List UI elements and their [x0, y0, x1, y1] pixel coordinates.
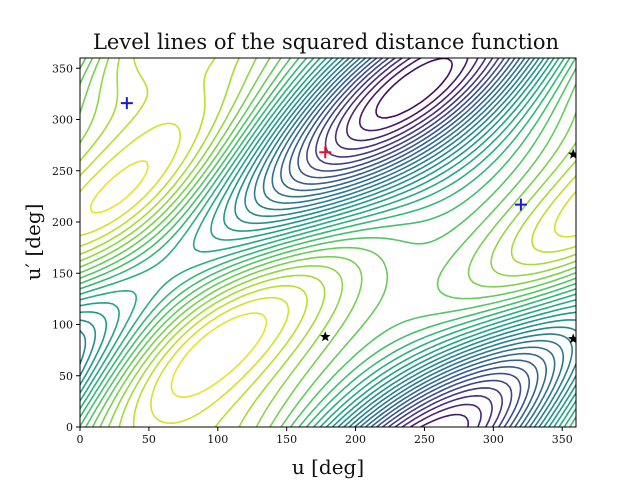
y-tick-label: 350	[52, 62, 73, 75]
contour-level	[280, 58, 547, 427]
x-tick-label: 150	[276, 433, 297, 446]
contour-level	[324, 58, 503, 427]
contour-level	[80, 58, 576, 427]
x-tick-label: 100	[207, 433, 228, 446]
contour-level	[80, 58, 576, 427]
y-tick-label: 50	[59, 370, 73, 383]
contour-level	[80, 58, 576, 427]
contour-level	[89, 160, 268, 398]
minimum-star-marker	[568, 148, 576, 159]
x-axis-label: u [deg]	[292, 455, 364, 479]
y-tick-label: 200	[52, 216, 73, 229]
contour-level	[80, 58, 576, 427]
y-tick-label: 100	[52, 319, 73, 332]
y-axis-ticks: 0 50 100 150 200 250 300 350	[52, 62, 80, 434]
x-tick-label: 200	[345, 433, 366, 446]
x-tick-label: 50	[142, 433, 156, 446]
contour-level	[315, 58, 513, 427]
saddle-plus-marker	[514, 198, 527, 211]
contour-level	[306, 58, 522, 427]
contour-level	[80, 58, 576, 427]
x-tick-label: 250	[414, 433, 435, 446]
contour-level	[375, 58, 453, 119]
maximum-plus-marker	[319, 146, 332, 159]
contour-level	[80, 58, 576, 427]
contour-level	[80, 58, 576, 427]
x-tick-label: 0	[77, 433, 84, 446]
y-tick-label: 250	[52, 165, 73, 178]
contour-level	[358, 58, 470, 427]
contour-level	[288, 58, 539, 427]
plot-frame	[79, 57, 577, 428]
contour-level	[262, 58, 565, 427]
marker-layer	[120, 97, 576, 344]
contour-level	[80, 122, 576, 424]
minimum-star-marker	[568, 333, 576, 344]
x-axis-ticks: 0 50 100 150 200 250 300 350	[77, 427, 573, 446]
contour-level	[80, 58, 576, 427]
saddle-plus-marker	[120, 97, 133, 110]
x-tick-label: 350	[552, 433, 573, 446]
contour-level	[80, 58, 576, 427]
y-axis-label: u′ [deg]	[21, 204, 45, 281]
minimum-star-marker	[320, 331, 331, 342]
contour-level	[80, 58, 576, 427]
y-tick-label: 0	[66, 421, 73, 434]
chart-title: Level lines of the squared distance func…	[93, 30, 559, 54]
contour-level	[80, 58, 576, 427]
y-tick-label: 150	[52, 267, 73, 280]
y-tick-label: 300	[52, 114, 73, 127]
x-tick-label: 300	[483, 433, 504, 446]
